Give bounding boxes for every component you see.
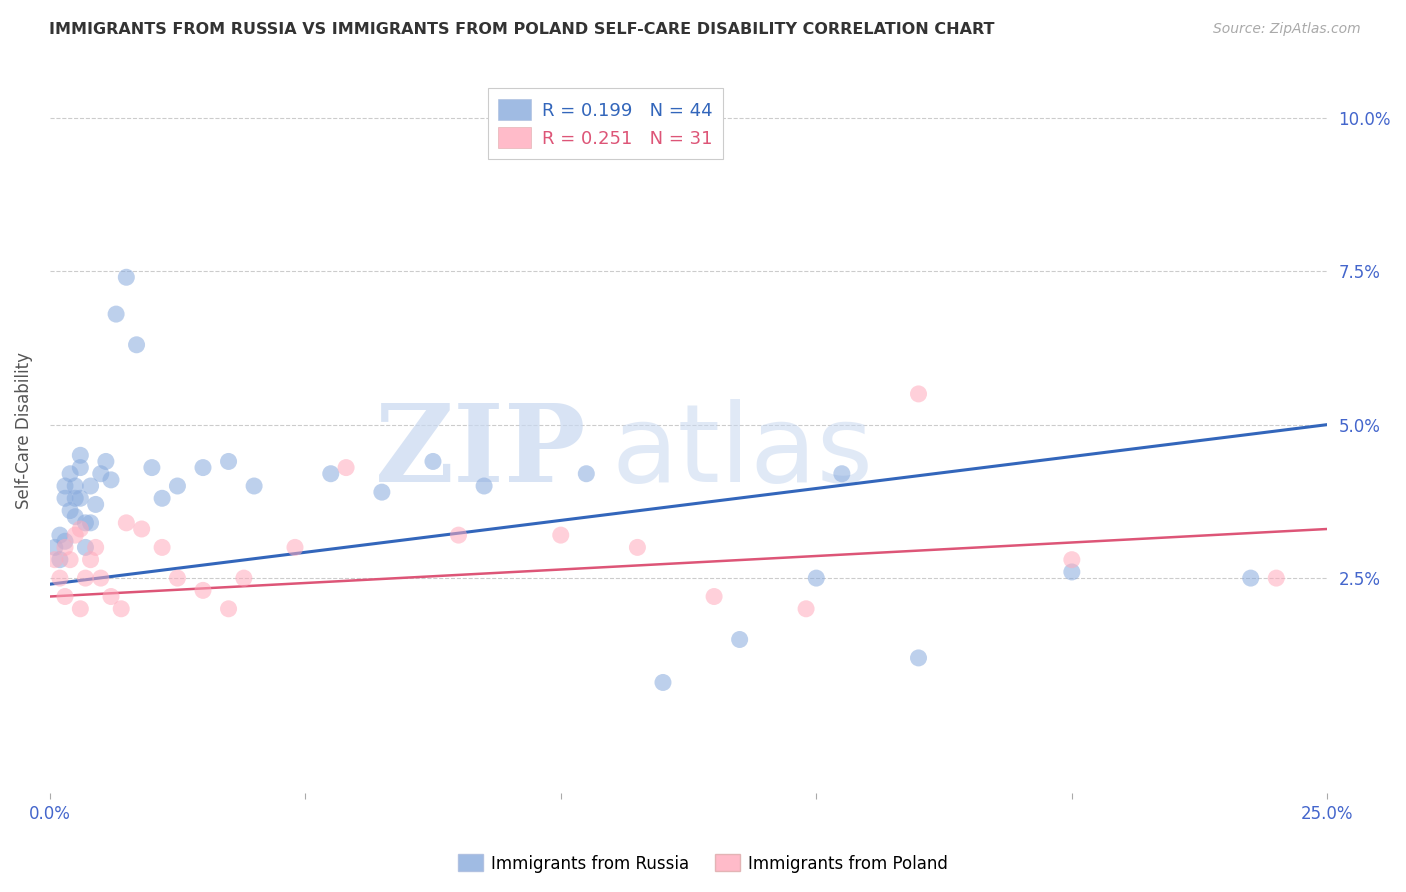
Point xyxy=(59,503,82,517)
Point xyxy=(115,516,138,530)
Point xyxy=(806,571,828,585)
Text: ZIP: ZIP xyxy=(375,400,586,506)
Point xyxy=(79,479,101,493)
Point xyxy=(371,485,394,500)
Point xyxy=(110,602,132,616)
Point xyxy=(65,528,87,542)
Point xyxy=(94,454,117,468)
Point xyxy=(524,141,547,155)
Point xyxy=(65,509,87,524)
Point xyxy=(90,467,112,481)
Point xyxy=(44,541,66,555)
Point xyxy=(75,516,97,530)
Point xyxy=(49,552,72,566)
Point xyxy=(53,491,76,506)
Point xyxy=(69,522,91,536)
Point xyxy=(728,632,751,647)
Point xyxy=(44,552,66,566)
Point xyxy=(59,467,82,481)
Point xyxy=(53,590,76,604)
Point xyxy=(907,387,929,401)
Point xyxy=(150,491,173,506)
Point xyxy=(65,479,87,493)
Point xyxy=(166,479,188,493)
Legend: Immigrants from Russia, Immigrants from Poland: Immigrants from Russia, Immigrants from … xyxy=(451,847,955,880)
Point xyxy=(831,467,853,481)
Point xyxy=(125,338,148,352)
Text: Source: ZipAtlas.com: Source: ZipAtlas.com xyxy=(1213,22,1361,37)
Point xyxy=(550,528,572,542)
Point xyxy=(652,675,675,690)
Point xyxy=(75,571,97,585)
Point xyxy=(243,479,266,493)
Legend: R = 0.199   N = 44, R = 0.251   N = 31: R = 0.199 N = 44, R = 0.251 N = 31 xyxy=(488,88,723,159)
Point xyxy=(69,491,91,506)
Point xyxy=(575,467,598,481)
Point xyxy=(84,497,107,511)
Point xyxy=(218,602,240,616)
Point xyxy=(84,541,107,555)
Point xyxy=(100,473,122,487)
Point xyxy=(472,479,495,493)
Point xyxy=(422,454,444,468)
Point xyxy=(115,270,138,285)
Point xyxy=(447,528,470,542)
Point xyxy=(191,583,214,598)
Point xyxy=(100,590,122,604)
Point xyxy=(1060,565,1083,579)
Point xyxy=(703,590,725,604)
Point xyxy=(1240,571,1263,585)
Point xyxy=(59,552,82,566)
Point xyxy=(69,448,91,462)
Point xyxy=(319,467,342,481)
Point xyxy=(1265,571,1288,585)
Point xyxy=(232,571,254,585)
Text: IMMIGRANTS FROM RUSSIA VS IMMIGRANTS FROM POLAND SELF-CARE DISABILITY CORRELATIO: IMMIGRANTS FROM RUSSIA VS IMMIGRANTS FRO… xyxy=(49,22,994,37)
Point xyxy=(49,528,72,542)
Point xyxy=(907,651,929,665)
Point xyxy=(794,602,817,616)
Point xyxy=(69,460,91,475)
Point xyxy=(131,522,153,536)
Point xyxy=(90,571,112,585)
Point xyxy=(218,454,240,468)
Point xyxy=(626,541,648,555)
Point xyxy=(141,460,163,475)
Point xyxy=(79,552,101,566)
Point xyxy=(49,571,72,585)
Y-axis label: Self-Care Disability: Self-Care Disability xyxy=(15,352,32,509)
Point xyxy=(69,602,91,616)
Point xyxy=(105,307,128,321)
Point xyxy=(166,571,188,585)
Point xyxy=(53,479,76,493)
Point xyxy=(53,541,76,555)
Point xyxy=(65,491,87,506)
Point xyxy=(53,534,76,549)
Point xyxy=(284,541,307,555)
Point xyxy=(1060,552,1083,566)
Point xyxy=(150,541,173,555)
Point xyxy=(75,541,97,555)
Point xyxy=(191,460,214,475)
Text: atlas: atlas xyxy=(612,400,875,506)
Point xyxy=(335,460,357,475)
Point xyxy=(79,516,101,530)
